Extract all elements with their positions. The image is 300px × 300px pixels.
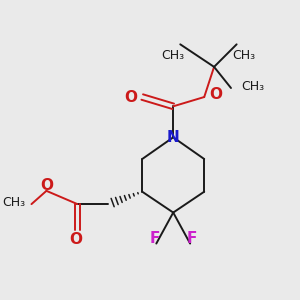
Text: N: N [167,130,180,145]
Text: O: O [124,89,137,104]
Text: CH₃: CH₃ [241,80,264,93]
Text: O: O [70,232,83,247]
Text: F: F [186,231,197,246]
Text: CH₃: CH₃ [232,49,255,62]
Text: CH₃: CH₃ [2,196,25,209]
Text: O: O [40,178,53,193]
Text: F: F [150,231,160,246]
Text: CH₃: CH₃ [162,49,185,62]
Text: O: O [209,87,222,102]
